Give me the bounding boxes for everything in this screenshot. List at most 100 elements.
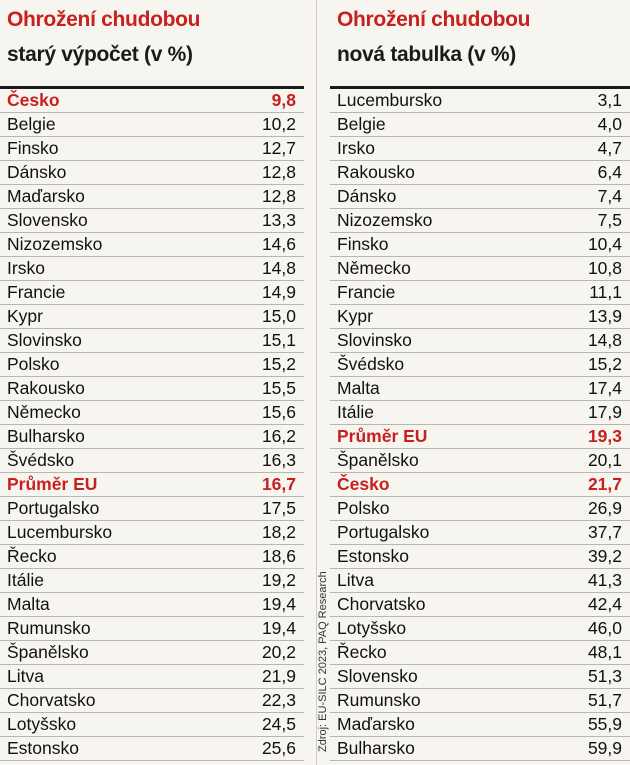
poverty-rate-value: 12,8 [261, 186, 296, 206]
table-row: Polsko 15,2 [0, 353, 304, 377]
poverty-rate-value: 46,0 [587, 618, 622, 638]
table-row: Maďarsko 12,8 [0, 185, 304, 209]
poverty-rate-value: 14,8 [261, 258, 296, 278]
country-name: Slovensko [7, 210, 88, 230]
poverty-rate-value: 19,4 [261, 618, 296, 638]
country-name: Estonsko [337, 546, 409, 566]
table-rows: Česko 9,8 Belgie 10,2 Finsko 12,7 Dánsko 12,8 Ma… [0, 89, 304, 761]
poverty-rate-value: 14,6 [261, 234, 296, 254]
table-row: Nizozemsko 14,6 [0, 233, 304, 257]
country-name: Španělsko [7, 642, 89, 662]
poverty-rate-value: 15,0 [261, 306, 296, 326]
poverty-rate-value: 17,9 [587, 402, 622, 422]
country-name: Rumunsko [337, 690, 421, 710]
table-row: Lucembursko 18,2 [0, 521, 304, 545]
country-name: Polsko [7, 354, 60, 374]
table-row: Švédsko 15,2 [330, 353, 630, 377]
table-subtitle: starý výpočet (v %) [7, 43, 193, 66]
table-row: Španělsko 20,2 [0, 641, 304, 665]
table-row: Slovinsko 15,1 [0, 329, 304, 353]
table-row: Itálie 17,9 [330, 401, 630, 425]
table-row: Řecko 48,1 [330, 641, 630, 665]
table-row: Malta 19,4 [0, 593, 304, 617]
country-name: Lotyšsko [7, 714, 77, 734]
column-divider [316, 0, 317, 765]
poverty-rate-value: 15,6 [261, 402, 296, 422]
country-name: Řecko [337, 642, 387, 662]
country-name: Nizozemsko [7, 234, 103, 254]
poverty-rate-value: 10,8 [587, 258, 622, 278]
country-name: Řecko [7, 546, 57, 566]
table-subtitle: nová tabulka (v %) [337, 43, 516, 66]
country-name: Bulharsko [7, 426, 85, 446]
poverty-rate-value: 18,2 [261, 522, 296, 542]
country-name: Rumunsko [7, 618, 91, 638]
country-name: Litva [7, 666, 44, 686]
poverty-rate-value: 26,9 [587, 498, 622, 518]
poverty-rate-value: 21,9 [261, 666, 296, 686]
poverty-rate-value: 6,4 [597, 162, 622, 182]
table-row: Bulharsko 16,2 [0, 425, 304, 449]
country-name: Dánsko [7, 162, 67, 182]
table-row-highlight: Průměr EU 19,3 [330, 425, 630, 449]
poverty-rate-value: 59,9 [587, 738, 622, 758]
poverty-rate-value: 16,2 [261, 426, 296, 446]
country-name: Belgie [337, 114, 386, 134]
country-name: Polsko [337, 498, 390, 518]
country-name: Litva [337, 570, 374, 590]
table-title: Ohrožení chudobou [7, 8, 201, 31]
poverty-rate-value: 4,7 [597, 138, 622, 158]
table-row: Rakousko 6,4 [330, 161, 630, 185]
table-row: Litva 41,3 [330, 569, 630, 593]
poverty-rate-value: 20,1 [587, 450, 622, 470]
table-row: Chorvatsko 42,4 [330, 593, 630, 617]
table-row: Malta 17,4 [330, 377, 630, 401]
poverty-rate-value: 13,3 [261, 210, 296, 230]
table-row: Dánsko 7,4 [330, 185, 630, 209]
table-row: Rumunsko 51,7 [330, 689, 630, 713]
table-row: Nizozemsko 7,5 [330, 209, 630, 233]
country-name: Francie [337, 282, 396, 302]
poverty-rate-value: 48,1 [587, 642, 622, 662]
table-row: Irsko 4,7 [330, 137, 630, 161]
poverty-rate-value: 16,7 [261, 474, 296, 494]
country-name: Švédsko [7, 450, 75, 470]
table-row: Irsko 14,8 [0, 257, 304, 281]
poverty-rate-value: 10,4 [587, 234, 622, 254]
table-row-highlight: Průměr EU 16,7 [0, 473, 304, 497]
country-name: Dánsko [337, 186, 397, 206]
country-name: Španělsko [337, 450, 419, 470]
country-name: Lucembursko [337, 90, 443, 110]
country-name: Finsko [337, 234, 389, 254]
poverty-rate-value: 3,1 [597, 90, 622, 110]
poverty-rate-value: 10,2 [261, 114, 296, 134]
country-name: Chorvatsko [337, 594, 426, 614]
table-row: Estonsko 39,2 [330, 545, 630, 569]
country-name: Portugalsko [337, 522, 430, 542]
source-note: Zdroj: EU-SILC 2023, PAQ Research [317, 571, 329, 752]
poverty-rate-value: 55,9 [587, 714, 622, 734]
country-name: Slovensko [337, 666, 418, 686]
poverty-rate-value: 19,2 [261, 570, 296, 590]
country-name: Itálie [7, 570, 44, 590]
poverty-rate-value: 42,4 [587, 594, 622, 614]
country-name: Bulharsko [337, 738, 415, 758]
country-name: Kypr [7, 306, 43, 326]
country-name: Estonsko [7, 738, 79, 758]
table-row: Německo 10,8 [330, 257, 630, 281]
country-name: Francie [7, 282, 66, 302]
poverty-rate-value: 51,3 [587, 666, 622, 686]
poverty-rate-value: 17,4 [587, 378, 622, 398]
country-name: Rakousko [337, 162, 415, 182]
country-name: Malta [337, 378, 380, 398]
header-rule [330, 86, 630, 89]
poverty-rate-value: 16,3 [261, 450, 296, 470]
poverty-rate-value: 19,4 [261, 594, 296, 614]
country-name: Finsko [7, 138, 59, 158]
poverty-rate-value: 9,8 [271, 90, 296, 110]
table-row: Portugalsko 17,5 [0, 497, 304, 521]
table-row: Kypr 15,0 [0, 305, 304, 329]
poverty-rate-value: 15,5 [261, 378, 296, 398]
poverty-rate-value: 41,3 [587, 570, 622, 590]
table-row: Slovinsko 14,8 [330, 329, 630, 353]
